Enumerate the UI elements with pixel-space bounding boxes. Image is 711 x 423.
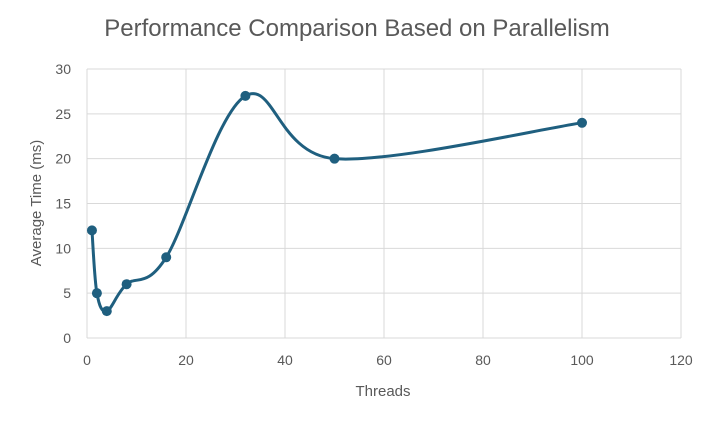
x-tick-label: 120 [669,352,693,368]
data-point [240,90,251,101]
x-tick-label: 100 [570,352,594,368]
x-tick-label: 80 [475,352,491,368]
tick-labels: 0 5 10 15 20 25 30 0 20 40 60 80 100 120 [55,61,692,368]
y-tick-label: 10 [55,240,71,256]
data-point [329,153,340,164]
gridlines [86,68,682,339]
y-tick-label: 5 [63,285,71,301]
y-tick-label: 30 [55,61,71,77]
data-point [577,117,587,128]
x-tick-label: 20 [178,352,194,368]
y-axis-title: Average Time (ms) [28,140,45,266]
y-tick-label: 20 [55,151,71,167]
data-point [101,306,112,317]
data-point [91,288,102,299]
data-point [121,279,132,290]
y-tick-label: 25 [55,106,71,122]
x-axis-title: Threads [355,383,410,400]
chart-title: Performance Comparison Based on Parallel… [104,15,610,42]
data-points [86,90,587,317]
y-tick-label: 15 [55,196,71,212]
data-point [161,252,172,263]
x-tick-label: 40 [277,352,293,368]
x-tick-label: 0 [83,352,91,368]
series-line [90,92,583,313]
x-tick-label: 60 [376,352,392,368]
y-tick-label: 0 [63,330,71,346]
data-point [86,225,97,236]
